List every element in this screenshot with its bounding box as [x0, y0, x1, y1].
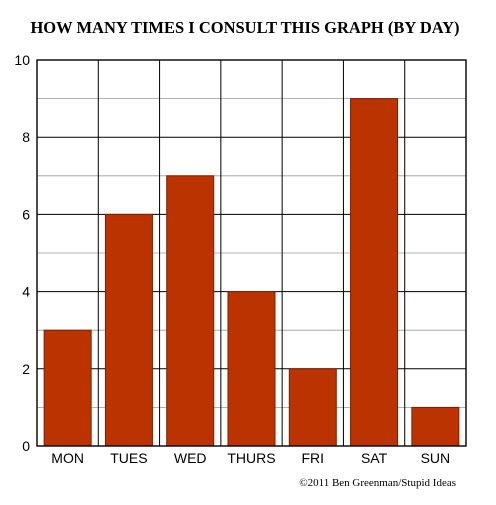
- y-tick-label: 0: [22, 438, 30, 454]
- x-tick-label: MON: [51, 450, 84, 466]
- plot-frame: [36, 59, 467, 447]
- x-tick-label: SUN: [421, 450, 451, 466]
- bar-sat: [350, 98, 399, 447]
- bars-layer: [43, 98, 460, 447]
- credit-text: ©2011 Ben Greenman/Stupid Ideas: [299, 477, 456, 489]
- y-tick-labels: 0 2 4 6 8 10: [14, 52, 30, 454]
- bar-wed: [166, 175, 215, 447]
- chart-title: HOW MANY TIMES I CONSULT THIS GRAPH (BY …: [30, 18, 459, 37]
- axis-layer: [36, 59, 467, 447]
- bar-mon: [43, 329, 92, 447]
- y-tick-label: 6: [22, 206, 30, 222]
- y-tick-label: 4: [22, 284, 30, 300]
- y-tick-label: 2: [22, 361, 30, 377]
- x-tick-label: FRI: [302, 450, 325, 466]
- y-tick-label: 10: [14, 52, 30, 68]
- bar-tues: [104, 213, 153, 447]
- y-tick-label: 8: [22, 129, 30, 145]
- x-tick-label: WED: [174, 450, 207, 466]
- x-tick-label: TUES: [110, 450, 147, 466]
- x-category-labels: MON TUES WED THURS FRI SAT SUN: [51, 450, 450, 466]
- x-tick-label: THURS: [227, 450, 275, 466]
- bar-thurs: [227, 291, 276, 447]
- bar-fri: [288, 368, 337, 447]
- bar-sun: [411, 406, 460, 447]
- x-tick-label: SAT: [361, 450, 388, 466]
